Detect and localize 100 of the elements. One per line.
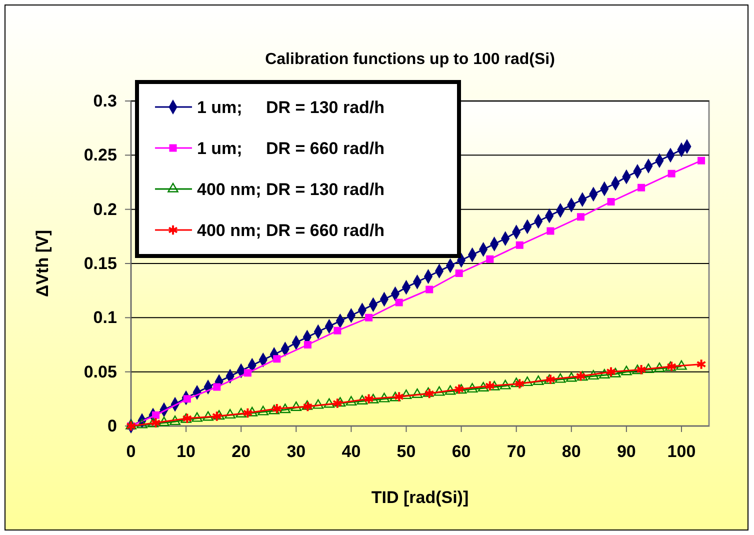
point bbox=[364, 393, 374, 405]
point bbox=[280, 404, 291, 414]
x-tick-label: 70 bbox=[506, 442, 526, 462]
point bbox=[484, 380, 495, 392]
point bbox=[632, 364, 643, 374]
point bbox=[244, 369, 252, 377]
point bbox=[424, 388, 434, 400]
x-tick-label: 10 bbox=[176, 442, 196, 462]
y-tick-label: 0.15 bbox=[84, 254, 117, 273]
point bbox=[183, 395, 191, 403]
point bbox=[444, 385, 456, 395]
point bbox=[478, 382, 489, 392]
x-tick-label: 0 bbox=[126, 442, 136, 462]
point bbox=[500, 380, 511, 390]
point bbox=[150, 417, 161, 428]
point bbox=[532, 375, 544, 385]
point bbox=[606, 366, 616, 378]
point bbox=[510, 378, 522, 388]
point bbox=[395, 298, 403, 306]
point bbox=[588, 370, 599, 380]
chart-title: Calibration functions up to 100 rad(Si) bbox=[265, 51, 555, 68]
x-tick-label: 60 bbox=[452, 442, 471, 462]
point bbox=[546, 227, 554, 235]
point bbox=[599, 368, 610, 378]
point bbox=[136, 418, 148, 428]
point bbox=[334, 326, 342, 334]
point bbox=[148, 418, 158, 428]
x-tick-label: 50 bbox=[396, 442, 416, 462]
legend-label: 1 um; DR = 660 rad/h bbox=[197, 139, 385, 158]
point bbox=[607, 198, 615, 206]
point bbox=[668, 170, 676, 178]
point bbox=[610, 368, 621, 378]
point bbox=[346, 396, 357, 406]
point bbox=[621, 366, 632, 376]
y-axis-title: ΔVth [V] bbox=[33, 230, 52, 297]
legend-label: 1 um; DR = 130 rad/h bbox=[197, 98, 385, 117]
point bbox=[456, 384, 467, 394]
point bbox=[434, 386, 445, 396]
point bbox=[486, 255, 494, 263]
x-tick-label: 80 bbox=[562, 442, 581, 462]
x-tick-label: 30 bbox=[286, 442, 306, 462]
point bbox=[158, 416, 170, 426]
point bbox=[488, 380, 500, 390]
point bbox=[290, 401, 302, 411]
x-tick-label: 20 bbox=[232, 442, 251, 462]
point bbox=[214, 410, 224, 420]
point bbox=[334, 397, 346, 407]
point bbox=[522, 376, 533, 386]
point bbox=[170, 416, 180, 426]
point bbox=[455, 269, 463, 278]
point bbox=[268, 404, 280, 414]
legend-label: 400 nm; DR = 660 rad/h bbox=[197, 221, 385, 240]
point bbox=[454, 384, 464, 395]
point bbox=[368, 394, 379, 404]
point bbox=[643, 364, 654, 374]
point bbox=[246, 406, 258, 416]
x-tick-label: 90 bbox=[616, 442, 636, 462]
point bbox=[422, 387, 434, 397]
point bbox=[312, 399, 324, 409]
point bbox=[698, 156, 706, 164]
point bbox=[654, 362, 665, 372]
point bbox=[302, 400, 313, 410]
point bbox=[212, 410, 222, 422]
point bbox=[258, 406, 269, 416]
point bbox=[192, 412, 202, 422]
y-tick-label: 0 bbox=[107, 416, 117, 436]
point bbox=[236, 408, 246, 418]
point bbox=[676, 360, 687, 370]
point bbox=[324, 398, 335, 408]
point bbox=[516, 241, 524, 249]
point bbox=[566, 372, 577, 382]
point bbox=[224, 409, 236, 419]
x-tick-label: 40 bbox=[342, 442, 361, 462]
point bbox=[400, 390, 412, 400]
point bbox=[554, 373, 566, 383]
point bbox=[213, 383, 221, 391]
point bbox=[152, 411, 160, 419]
y-tick-label: 0.05 bbox=[84, 362, 117, 382]
point bbox=[273, 355, 281, 363]
point bbox=[638, 184, 646, 192]
y-tick-label: 0.2 bbox=[93, 200, 117, 219]
point bbox=[696, 358, 706, 370]
point bbox=[304, 340, 312, 349]
point bbox=[272, 403, 282, 414]
y-tick-label: 0.1 bbox=[93, 308, 117, 328]
point bbox=[332, 398, 342, 409]
point bbox=[202, 411, 214, 421]
point bbox=[412, 388, 423, 398]
y-tick-label: 0.3 bbox=[93, 91, 117, 110]
x-axis-title: TID [rad(Si)] bbox=[371, 488, 469, 507]
point bbox=[365, 314, 373, 322]
y-tick-label: 0.25 bbox=[84, 146, 117, 165]
point bbox=[356, 394, 368, 404]
point bbox=[302, 400, 313, 412]
point bbox=[242, 407, 253, 419]
legend-label: 400 nm; DR = 130 rad/h bbox=[197, 180, 385, 199]
point bbox=[514, 378, 525, 390]
point bbox=[576, 213, 584, 221]
point bbox=[394, 391, 404, 402]
x-tick-label: 100 bbox=[667, 442, 696, 462]
